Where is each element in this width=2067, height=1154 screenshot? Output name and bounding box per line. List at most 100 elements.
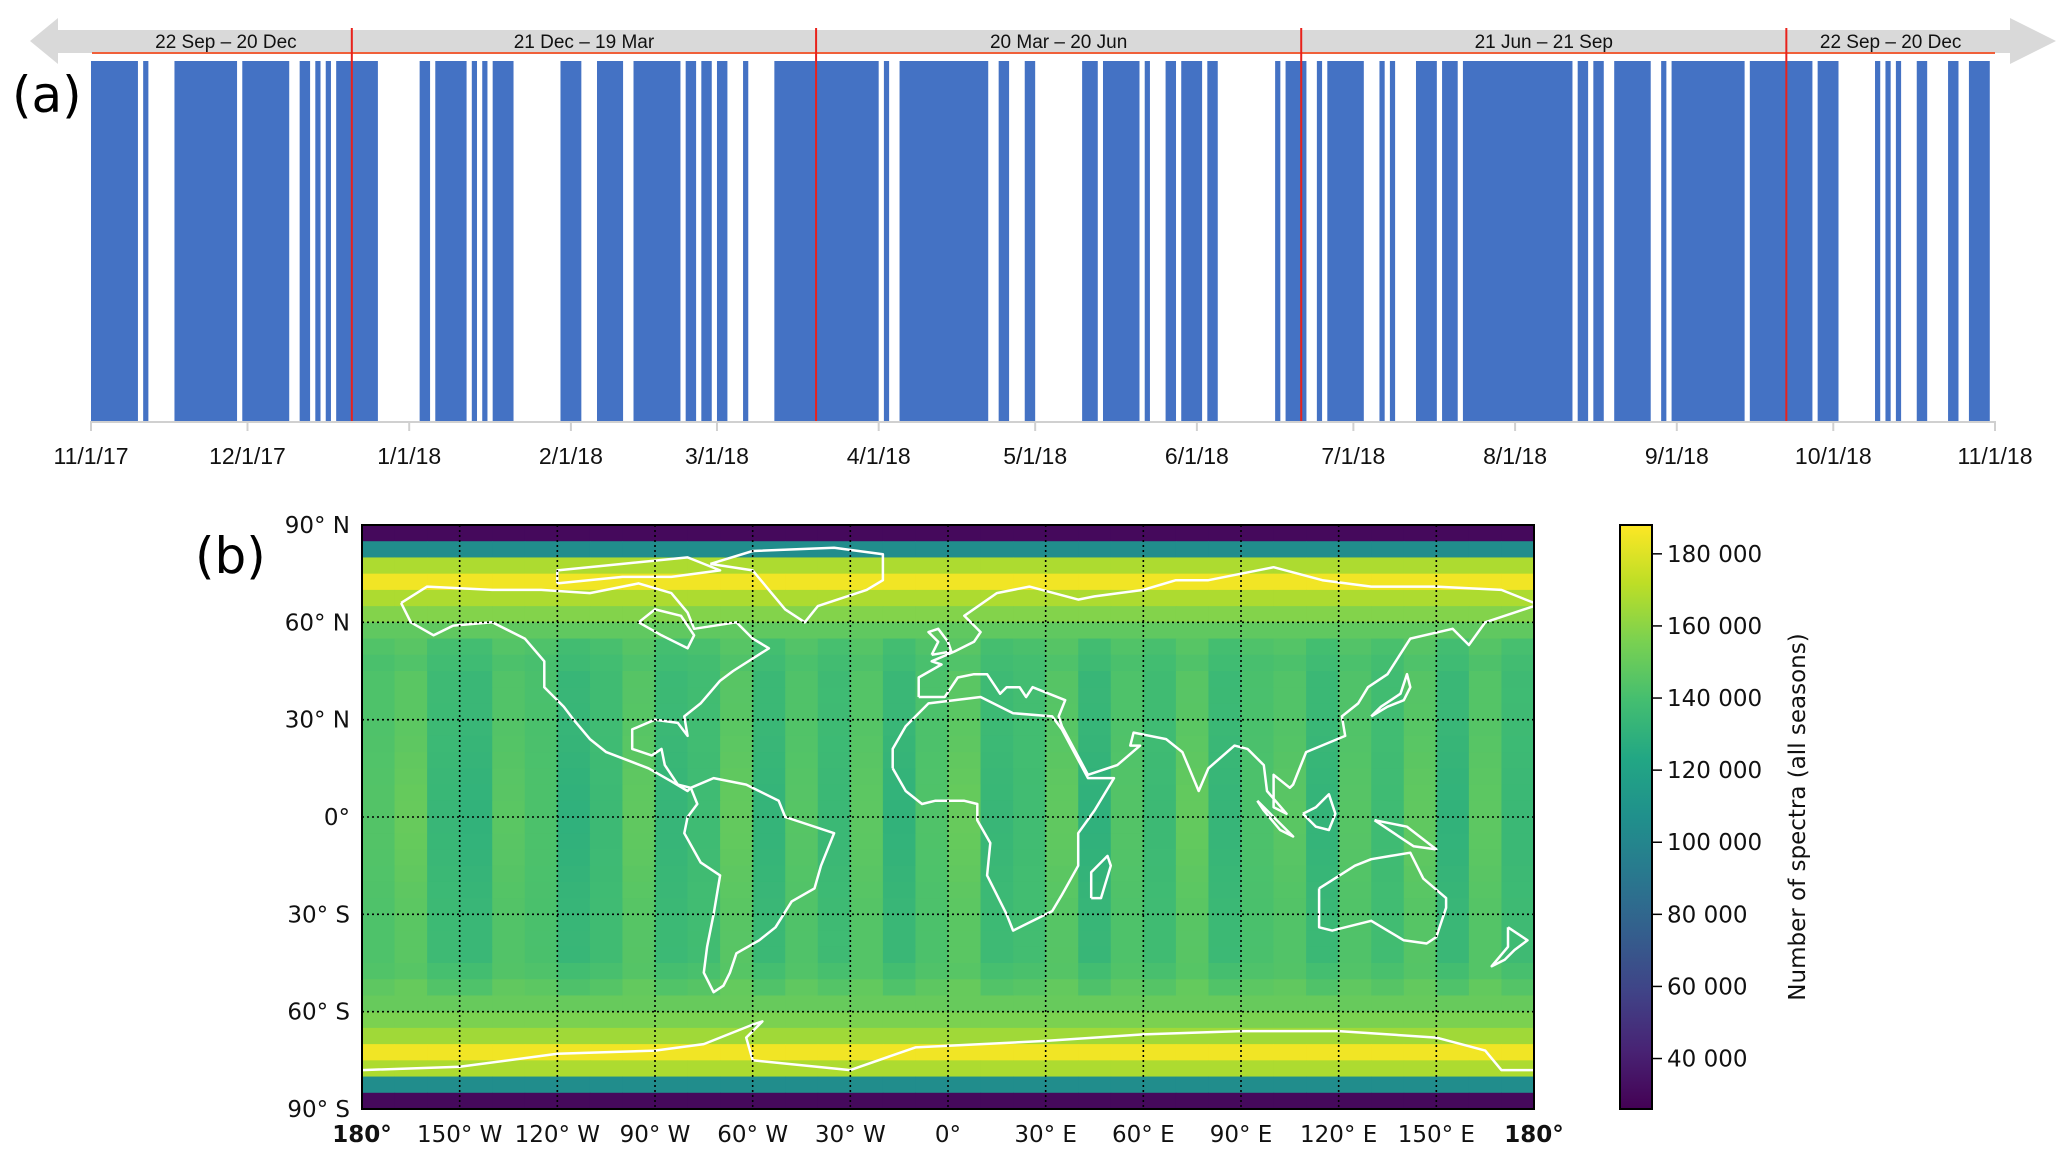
heatmap-cell	[1273, 784, 1307, 802]
heatmap-cell	[1501, 1027, 1535, 1045]
heatmap-cell	[1306, 557, 1340, 575]
heatmap-cell	[850, 1044, 884, 1061]
heatmap-cell	[1403, 1011, 1437, 1029]
heatmap-cell	[687, 930, 721, 948]
heatmap-cell	[622, 881, 656, 899]
heatmap-cell	[524, 946, 558, 964]
heatmap-cell	[1208, 671, 1242, 688]
heatmap-cell	[720, 817, 754, 834]
heatmap-cell	[687, 995, 721, 1013]
heatmap-cell	[980, 800, 1014, 818]
heatmap-cell	[980, 654, 1014, 672]
heatmap-cell	[1045, 979, 1079, 996]
heatmap-cell	[1468, 784, 1502, 802]
heatmap-cell	[850, 589, 884, 607]
heatmap-cell	[850, 525, 884, 542]
heatmap-cell	[817, 703, 851, 721]
heatmap-cell	[850, 671, 884, 688]
observation-bar	[1275, 61, 1281, 421]
heatmap-cell	[1110, 1060, 1144, 1078]
heatmap-cell	[1306, 784, 1340, 802]
heatmap-cell	[752, 1092, 786, 1110]
heatmap-cell	[589, 1076, 623, 1094]
heatmap-cell	[817, 979, 851, 996]
heatmap-cell	[1273, 946, 1307, 964]
heatmap-cell	[1208, 1092, 1242, 1110]
heatmap-cell	[1208, 1011, 1242, 1029]
heatmap-cell	[655, 914, 689, 932]
heatmap-cell	[459, 606, 493, 623]
heatmap-cell	[915, 849, 949, 867]
heatmap-cell	[817, 1044, 851, 1061]
heatmap-cell	[720, 1060, 754, 1078]
heatmap-cell	[980, 589, 1014, 607]
heatmap-cell	[1110, 1092, 1144, 1110]
heatmap-cell	[1273, 995, 1307, 1013]
heatmap-cell	[687, 1044, 721, 1061]
heatmap-cell	[720, 979, 754, 996]
heatmap-cell	[687, 606, 721, 623]
heatmap-cell	[1078, 703, 1112, 721]
heatmap-cell	[362, 671, 396, 688]
coastline-australia	[1317, 851, 1448, 945]
heatmap-cell	[1013, 963, 1047, 980]
observation-bar	[1024, 61, 1036, 421]
heatmap-cell	[524, 881, 558, 899]
longitude-tick-label: 60° W	[717, 1122, 788, 1148]
observation-bar	[1165, 61, 1177, 421]
observation-bar	[883, 61, 890, 421]
heatmap-cell	[915, 963, 949, 980]
heatmap-cell	[459, 800, 493, 818]
heatmap-cell	[915, 930, 949, 948]
heatmap-cell	[655, 946, 689, 964]
heatmap-cell	[1078, 752, 1112, 769]
heatmap-cell	[1241, 589, 1275, 607]
heatmap-cell	[1501, 1044, 1535, 1061]
heatmap-cell	[1468, 930, 1502, 948]
heatmap-cell	[1436, 752, 1470, 769]
heatmap-cell	[785, 735, 819, 753]
heatmap-cell	[1045, 817, 1079, 834]
heatmap-cell	[948, 719, 982, 737]
heatmap-cell	[915, 979, 949, 996]
observation-bar	[1442, 61, 1458, 421]
heatmap-cell	[1208, 995, 1242, 1013]
heatmap-cell	[1273, 752, 1307, 769]
heatmap-cell	[817, 963, 851, 980]
heatmap-cell	[948, 573, 982, 591]
heatmap-cell	[1045, 800, 1079, 818]
heatmap-cell	[557, 1011, 591, 1029]
heatmap-cell	[1045, 654, 1079, 672]
heatmap-cell	[557, 606, 591, 623]
heatmap-cell	[524, 865, 558, 883]
heatmap-cell	[1306, 930, 1340, 948]
longitude-tick-label: 180°	[332, 1122, 392, 1148]
heatmap-cell	[785, 687, 819, 704]
observation-bar	[419, 61, 431, 421]
heatmap-cell	[817, 800, 851, 818]
heatmap-cell	[948, 1027, 982, 1045]
heatmap-cell	[1371, 800, 1405, 818]
heatmap-cell	[492, 573, 526, 591]
heatmap-cell	[1306, 719, 1340, 737]
heatmap-cell	[1306, 898, 1340, 915]
timeline-panel: (a) 22 Sep – 20 Dec 21 Dec – 19 Mar 20 Mar…	[12, 18, 2056, 469]
heatmap-cell	[1175, 849, 1209, 867]
heatmap-cell	[394, 654, 428, 672]
heatmap-cell	[459, 1027, 493, 1045]
heatmap-cell	[1208, 817, 1242, 834]
heatmap-cell	[882, 833, 916, 850]
observation-bar	[774, 61, 879, 421]
heatmap-cell	[948, 898, 982, 915]
heatmap-cell	[1045, 1044, 1079, 1061]
heatmap-cell	[785, 573, 819, 591]
coastline-borneo	[1302, 793, 1337, 832]
heatmap-cell	[1403, 946, 1437, 964]
heatmap-cell	[362, 638, 396, 656]
heatmap-cell	[948, 1076, 982, 1094]
heatmap-cell	[622, 1060, 656, 1078]
heatmap-cell	[1436, 898, 1470, 915]
heatmap-cell	[459, 557, 493, 575]
heatmap-cell	[1045, 963, 1079, 980]
heatmap-cell	[655, 979, 689, 996]
